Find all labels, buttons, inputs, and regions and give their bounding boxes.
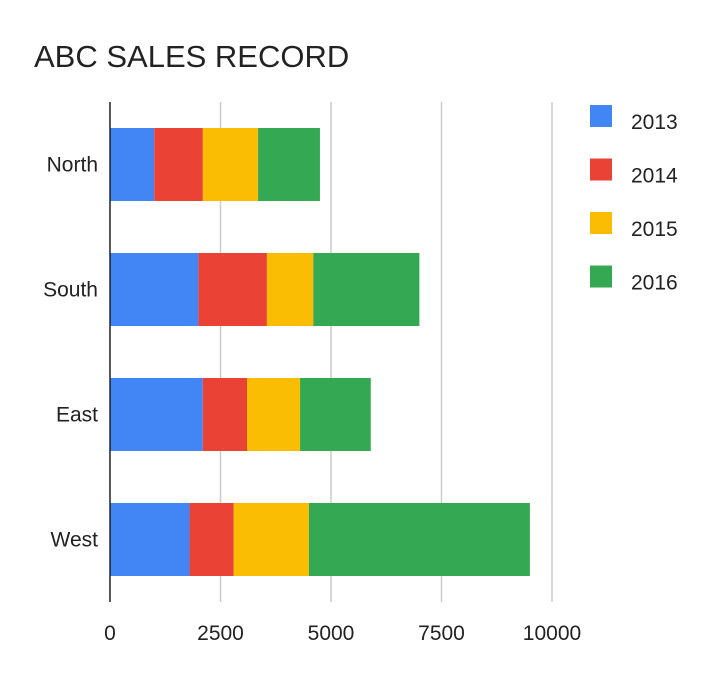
legend-swatch-2014 bbox=[590, 158, 612, 181]
legend-label-2015: 2015 bbox=[631, 218, 678, 241]
x-tick-labels: 0 2500 5000 7500 10000 bbox=[104, 622, 581, 645]
category-label-east: East bbox=[56, 404, 98, 427]
category-labels: North South East West bbox=[43, 154, 98, 552]
bar-west-2013 bbox=[110, 503, 190, 576]
bar-north-2015 bbox=[202, 128, 259, 201]
legend-swatch-2013 bbox=[590, 105, 612, 127]
legend-label-2013: 2013 bbox=[631, 111, 678, 134]
category-label-south: South bbox=[43, 279, 98, 302]
bar-west-2014 bbox=[189, 503, 234, 576]
bar-west-2015 bbox=[233, 503, 309, 576]
category-label-west: West bbox=[51, 529, 99, 552]
legend-swatch-2016 bbox=[590, 265, 612, 288]
legend-swatch-2015 bbox=[590, 212, 612, 234]
x-tick-label-0: 0 bbox=[104, 622, 116, 645]
bar-south-2013 bbox=[110, 253, 199, 326]
bar-east-2014 bbox=[202, 378, 248, 451]
bar-east-2013 bbox=[110, 378, 203, 451]
legend-label-2014: 2014 bbox=[631, 165, 678, 188]
legend: 2013 2014 2015 2016 bbox=[590, 105, 678, 295]
chart-title: ABC SALES RECORD bbox=[34, 39, 349, 74]
x-tick-label-7500: 7500 bbox=[418, 622, 465, 645]
bar-south-2014 bbox=[198, 253, 267, 326]
bar-south-2015 bbox=[266, 253, 314, 326]
bar-west-2016 bbox=[308, 503, 530, 576]
bar-east-2016 bbox=[300, 378, 371, 451]
legend-label-2016: 2016 bbox=[631, 272, 678, 295]
x-tick-label-5000: 5000 bbox=[308, 622, 355, 645]
bar-south-2016 bbox=[313, 253, 420, 326]
bar-north-2016 bbox=[258, 128, 320, 201]
bar-north-2013 bbox=[110, 128, 155, 201]
bars bbox=[110, 128, 530, 576]
x-tick-label-10000: 10000 bbox=[523, 622, 581, 645]
bar-north-2014 bbox=[154, 128, 203, 201]
x-tick-label-2500: 2500 bbox=[197, 622, 244, 645]
category-label-north: North bbox=[47, 154, 98, 177]
bar-east-2015 bbox=[247, 378, 301, 451]
